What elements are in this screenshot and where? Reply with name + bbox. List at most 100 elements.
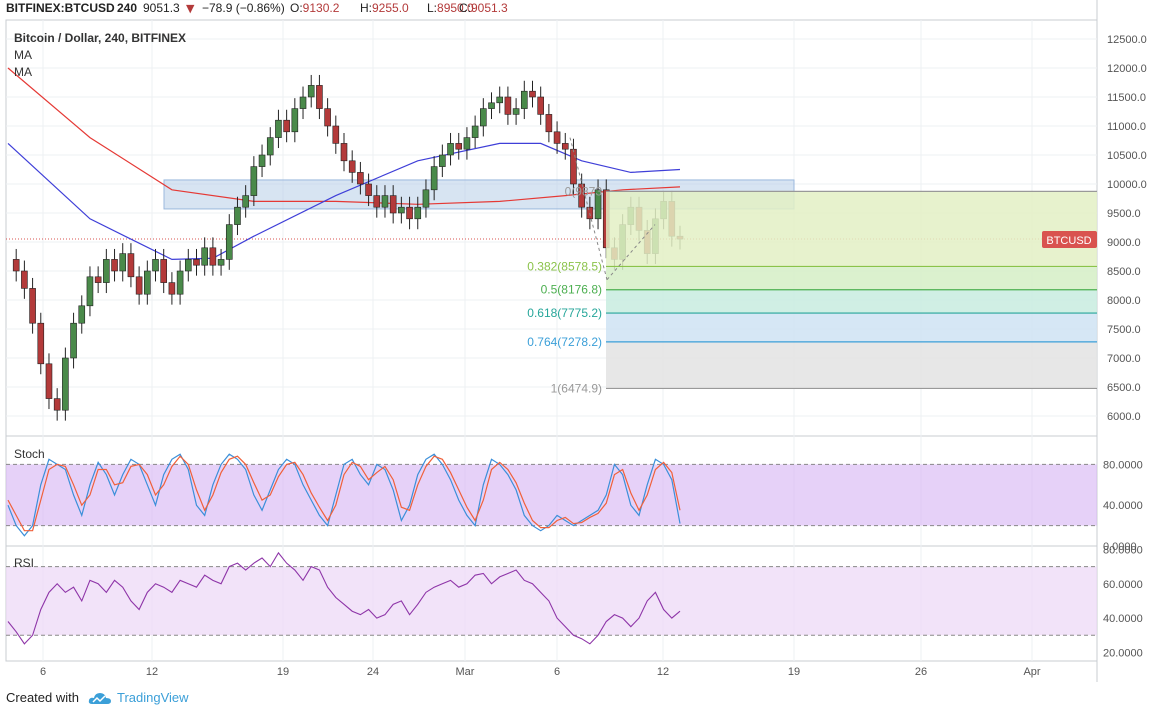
candle-body xyxy=(504,96,512,115)
fib-zone xyxy=(606,191,1097,267)
candle-body xyxy=(217,259,225,266)
candle-body xyxy=(520,90,528,109)
candle-body xyxy=(324,108,331,127)
candle-body xyxy=(234,206,241,225)
candle-body xyxy=(422,189,430,208)
price-tick-label: 12500.0 xyxy=(1107,34,1147,46)
candle-body xyxy=(127,253,135,278)
candle-body xyxy=(283,119,290,133)
candle-body xyxy=(78,305,86,324)
candle-body xyxy=(480,108,487,127)
candle-body xyxy=(430,166,438,191)
fib-level-label: 0.5(8176.8) xyxy=(541,283,602,297)
candle-body xyxy=(94,276,102,283)
fib-zone xyxy=(606,341,1097,389)
time-tick-label: Mar xyxy=(456,666,475,678)
candle-body xyxy=(70,322,77,359)
ma2-legend: MA xyxy=(14,65,32,79)
candle-body xyxy=(291,108,299,133)
candle-body xyxy=(463,137,471,150)
stoch-line xyxy=(7,455,681,532)
candle-body xyxy=(594,189,602,220)
candle-body xyxy=(135,276,143,295)
ma-line xyxy=(7,142,681,261)
candle-body xyxy=(21,270,28,289)
candle-body xyxy=(53,398,61,411)
candle-body xyxy=(258,154,266,167)
close-label: C:9051.3 xyxy=(459,1,508,15)
candle-body xyxy=(578,183,585,208)
price-tick-label: 6000.0 xyxy=(1107,411,1141,423)
created-with-label: Created with xyxy=(6,690,79,705)
fib-zone xyxy=(606,313,1097,342)
price-tick-label: 7500.0 xyxy=(1107,324,1141,336)
candle-body xyxy=(242,195,249,208)
candle-body xyxy=(488,102,495,109)
tradingview-cloud-icon xyxy=(88,693,111,704)
rsi-tick-label: 80.0000 xyxy=(1103,544,1143,556)
price-tick-label: 6500.0 xyxy=(1107,382,1141,394)
candle-body xyxy=(414,206,422,220)
candle-body xyxy=(561,143,569,150)
candle-body xyxy=(103,259,110,283)
candlestick-series xyxy=(12,74,684,421)
tradingview-brand[interactable]: TradingView xyxy=(117,690,189,705)
candle-body xyxy=(365,183,372,196)
price-tick-label: 10500.0 xyxy=(1107,150,1147,162)
candle-body xyxy=(340,143,348,162)
candle-body xyxy=(545,114,553,133)
footer: Created with TradingView xyxy=(0,682,1162,715)
price-tick-label: 7000.0 xyxy=(1107,353,1141,365)
candle-body xyxy=(111,259,118,272)
candle-body xyxy=(45,363,53,399)
time-tick-label: 6 xyxy=(40,666,46,678)
fibonacci-retracement[interactable]: 0(9873 0.382(8578.5) 0.5(8176.8) 0.618(7775… xyxy=(527,137,1097,396)
candle-body xyxy=(86,276,94,307)
last-price-label: 9051.3 xyxy=(143,1,180,15)
fib-zone xyxy=(606,289,1097,314)
price-tick-label: 11500.0 xyxy=(1107,92,1146,104)
candle-body xyxy=(553,131,561,144)
symbol-label: BITFINEX:BTCUSD xyxy=(6,1,115,15)
stoch-tick-label: 80.0000 xyxy=(1103,459,1143,471)
candle-body xyxy=(537,96,544,115)
candle-body xyxy=(266,137,274,156)
chart-title: Bitcoin / Dollar, 240, BITFINEX xyxy=(14,31,186,45)
candle-body xyxy=(512,108,520,115)
price-tick-label: 9500.0 xyxy=(1107,208,1141,220)
candle-body xyxy=(455,143,463,150)
price-tag: BTCUSD xyxy=(1046,235,1091,247)
fib-level-label: 0.618(7775.2) xyxy=(527,306,602,320)
price-tick-label: 10000.0 xyxy=(1107,179,1147,191)
rsi-tick-label: 20.0000 xyxy=(1103,647,1143,659)
candle-body xyxy=(62,357,69,411)
stoch-tick-label: 0.0000 xyxy=(1103,541,1137,553)
candle-body xyxy=(152,259,159,272)
chart-canvas[interactable]: 0(9873 0.382(8578.5) 0.5(8176.8) 0.618(7775… xyxy=(0,0,1162,682)
candle-body xyxy=(119,253,127,272)
time-tick-label: 19 xyxy=(277,666,289,678)
candle-body xyxy=(29,288,36,324)
candle-body xyxy=(144,270,151,295)
candle-body xyxy=(299,96,307,109)
fib-trendline xyxy=(606,224,656,281)
rsi-band xyxy=(6,566,1097,636)
candle-body xyxy=(496,96,504,104)
change-label: −78.9 (−0.86%) xyxy=(202,1,285,15)
candle-body xyxy=(176,270,184,295)
price-tick-label: 12000.0 xyxy=(1107,63,1147,75)
candle-body xyxy=(168,282,176,295)
candle-body xyxy=(447,143,454,156)
candle-body xyxy=(471,125,479,138)
candle-body xyxy=(389,195,397,214)
candle-body xyxy=(209,247,217,266)
fib-zone xyxy=(606,266,1097,290)
rsi-title: RSI xyxy=(14,556,34,570)
candle-body xyxy=(184,259,192,272)
down-arrow-icon: ▼ xyxy=(186,2,195,15)
price-tag-bg xyxy=(1042,231,1097,248)
fib-level-label: 1(6474.9) xyxy=(551,381,602,395)
stoch-line xyxy=(7,453,681,537)
price-tick-label: 9000.0 xyxy=(1107,237,1141,249)
time-tick-label: 6 xyxy=(554,666,560,678)
